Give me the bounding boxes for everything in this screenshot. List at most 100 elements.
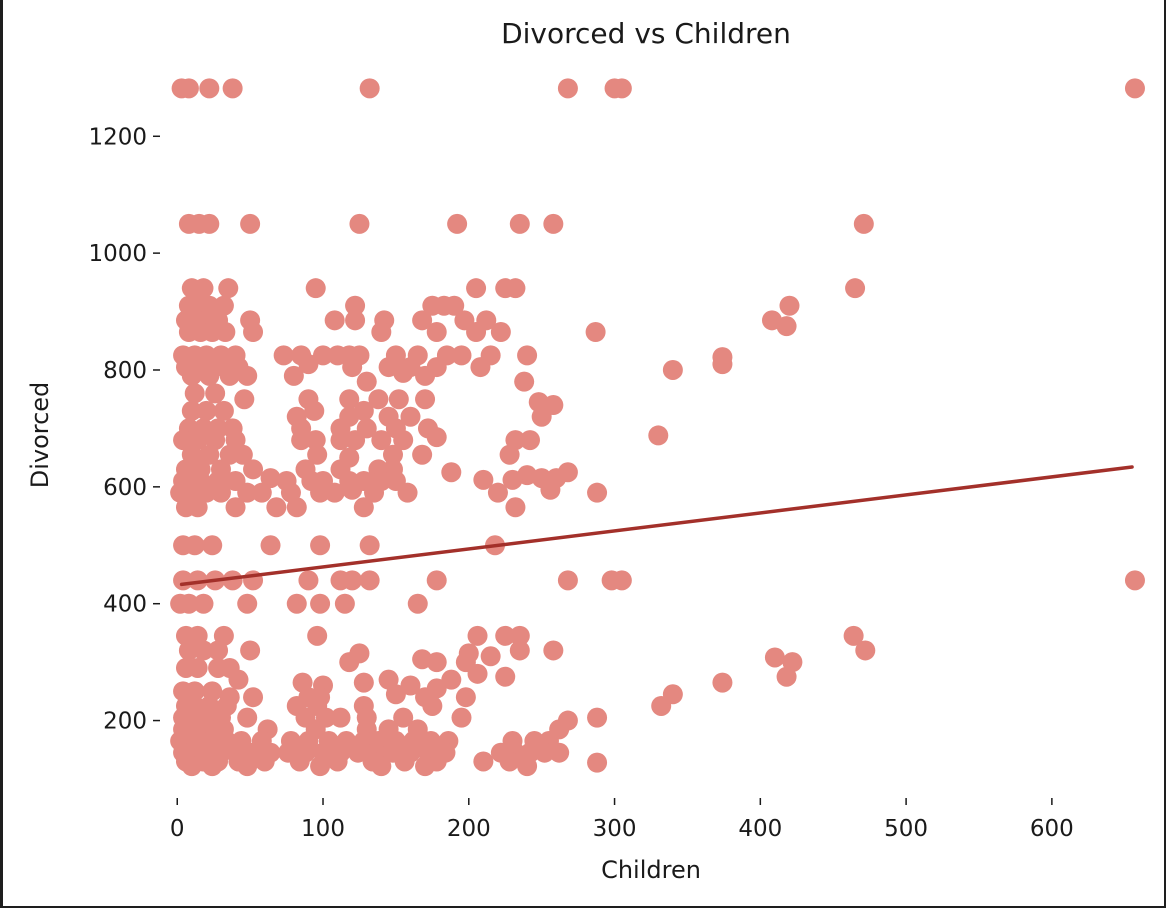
scatter-point <box>286 593 307 614</box>
scatter-point <box>451 345 472 366</box>
scatter-point <box>467 625 488 646</box>
scatter-point <box>540 479 561 500</box>
scatter-point <box>345 310 366 331</box>
scatter-point <box>651 695 672 716</box>
y-tick-label: 1000 <box>88 241 147 267</box>
scatter-point <box>412 444 433 465</box>
scatter-point <box>184 535 205 556</box>
x-tick-label: 0 <box>170 816 185 842</box>
scatter-point <box>517 756 538 777</box>
scatter-point <box>441 462 462 483</box>
scatter-point <box>291 430 312 451</box>
scatter-point <box>662 359 683 380</box>
scatter-point <box>585 322 606 343</box>
y-tick-label: 400 <box>103 592 147 618</box>
scatter-point <box>298 354 319 375</box>
scatter-point <box>187 570 208 591</box>
scatter-point <box>237 365 258 386</box>
scatter-point <box>473 751 494 772</box>
scatter-point <box>843 625 864 646</box>
scatter-point <box>222 570 243 591</box>
scatter-point <box>199 78 220 99</box>
scatter-point <box>334 593 355 614</box>
scatter-point <box>356 371 377 392</box>
scatter-point <box>359 570 380 591</box>
trendline-group <box>179 465 1134 587</box>
scatter-point <box>310 482 331 503</box>
scatter-point <box>342 570 363 591</box>
scatter-point <box>502 469 523 490</box>
scatter-point <box>313 345 334 366</box>
scatter-point <box>345 430 366 451</box>
scatter-point <box>310 535 331 556</box>
x-axis: 0 100 200 300 400 500 600 <box>170 798 1074 842</box>
scatter-point <box>310 756 331 777</box>
scatter-point <box>509 640 530 661</box>
scatter-point <box>776 666 797 687</box>
scatter-point <box>199 213 220 234</box>
scatter-point <box>181 400 202 421</box>
scatter-point <box>371 322 392 343</box>
y-tick-label: 800 <box>103 358 147 384</box>
scatter-point <box>273 345 294 366</box>
scatter-point <box>199 365 220 386</box>
scatter-point <box>490 322 511 343</box>
scatter-point <box>853 213 874 234</box>
scatter-point <box>240 213 261 234</box>
scatter-point <box>447 213 468 234</box>
scatter-point <box>611 78 632 99</box>
scatter-point <box>202 535 223 556</box>
scatter-point <box>266 497 287 518</box>
scatter-point <box>215 322 236 343</box>
scatter-chart: Divorced vs Children 2004006008001000120… <box>26 17 1145 884</box>
scatter-point <box>199 444 220 465</box>
x-tick-label: 200 <box>447 816 491 842</box>
scatter-point <box>407 593 428 614</box>
scatter-point <box>514 371 535 392</box>
scatter-point <box>470 357 491 378</box>
scatter-point <box>467 663 488 684</box>
scatter-point <box>388 389 409 410</box>
scatter-point <box>342 479 363 500</box>
scatter-point <box>385 684 406 705</box>
scatter-point <box>499 444 520 465</box>
scatter-point <box>298 570 319 591</box>
scatter-point <box>330 707 351 728</box>
scatter-point <box>382 444 403 465</box>
scatter-point <box>487 482 508 503</box>
scatter-point <box>534 742 555 763</box>
scatter-point <box>359 78 380 99</box>
x-tick-label: 100 <box>301 816 345 842</box>
scatter-point <box>517 345 538 366</box>
scatter-point <box>184 681 205 702</box>
y-axis-title: Divorced <box>26 382 54 489</box>
scatter-point <box>193 593 214 614</box>
scatter-point <box>845 278 866 299</box>
scatter-point <box>400 406 421 427</box>
scatter-point <box>234 389 255 410</box>
scatter-point <box>499 751 520 772</box>
scatter-point <box>187 497 208 518</box>
scatter-point <box>205 383 226 404</box>
x-tick-label: 600 <box>1030 816 1074 842</box>
y-tick-label: 200 <box>103 709 147 735</box>
scatter-point <box>393 362 414 383</box>
x-tick-label: 400 <box>738 816 782 842</box>
scatter-point <box>222 78 243 99</box>
scatter-point <box>251 482 272 503</box>
scatter-point <box>543 213 564 234</box>
scatter-point <box>305 430 326 451</box>
scatter-point <box>776 316 797 337</box>
scatter-point <box>184 383 205 404</box>
scatter-point <box>178 640 199 661</box>
scatter-point <box>193 640 214 661</box>
scatter-point <box>764 647 785 668</box>
scatter-point <box>412 310 433 331</box>
scatter-point <box>349 213 370 234</box>
scatter-point <box>339 389 360 410</box>
scatter-point <box>495 625 516 646</box>
scatter-point <box>243 322 264 343</box>
scatter-point <box>426 427 447 448</box>
scatter-point <box>549 742 570 763</box>
scatter-point <box>509 213 530 234</box>
